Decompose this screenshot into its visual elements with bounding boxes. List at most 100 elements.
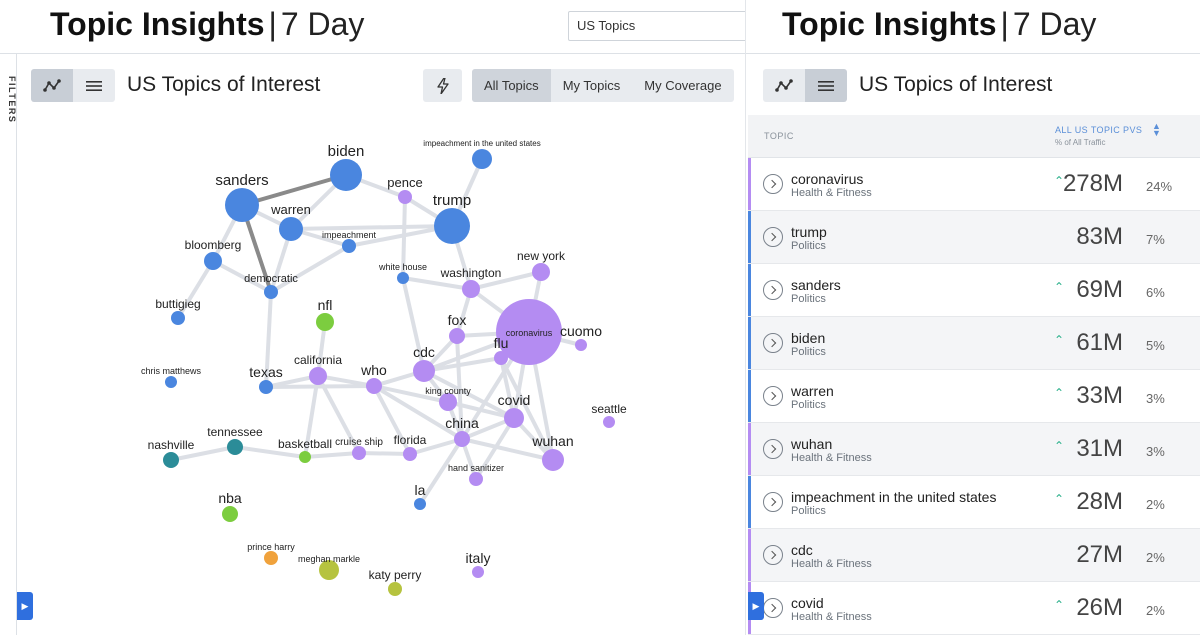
graph-node-label[interactable]: nfl	[318, 297, 333, 313]
tab-my-coverage[interactable]: My Coverage	[644, 78, 722, 93]
topic-name[interactable]: trump	[791, 224, 827, 240]
graph-node-cruise-ship[interactable]	[352, 446, 366, 460]
expand-panel-button[interactable]: ▶	[17, 592, 33, 620]
graph-node-coronavirus[interactable]	[496, 299, 562, 365]
graph-node-label[interactable]: king county	[425, 386, 471, 396]
graph-node-label[interactable]: chris matthews	[141, 366, 202, 376]
graph-node-label[interactable]: la	[415, 482, 426, 498]
graph-node-california[interactable]	[309, 367, 327, 385]
graph-node-label[interactable]: washington	[440, 266, 502, 280]
graph-node-label[interactable]: nashville	[148, 438, 195, 452]
topic-name[interactable]: biden	[791, 330, 826, 346]
graph-node-covid[interactable]	[504, 408, 524, 428]
graph-node-basketball[interactable]	[299, 451, 311, 463]
graph-node-label[interactable]: warren	[270, 202, 311, 217]
expand-row-icon[interactable]	[763, 439, 783, 459]
topic-search-input[interactable]: US Topics	[568, 11, 745, 41]
graph-node-label[interactable]: white house	[378, 262, 427, 272]
graph-node-cdc[interactable]	[413, 360, 435, 382]
expand-row-icon[interactable]	[763, 545, 783, 565]
graph-node-impeachment[interactable]	[342, 239, 356, 253]
topic-name[interactable]: covid	[791, 595, 824, 611]
column-pvs[interactable]: ALL US TOPIC PVS	[1055, 125, 1143, 135]
trending-button[interactable]	[423, 69, 462, 102]
sort-icon[interactable]: ▲ ▼	[1152, 121, 1161, 138]
graph-node-meghan-markle[interactable]	[319, 560, 339, 580]
tab-all-topics[interactable]: All Topics	[472, 69, 551, 102]
graph-node-pence[interactable]	[398, 190, 412, 204]
table-row[interactable]: impeachment in the united states Politics…	[748, 476, 1200, 529]
graph-node-label[interactable]: meghan markle	[298, 554, 360, 564]
graph-node-impeachment-us[interactable]	[472, 149, 492, 169]
graph-node-biden[interactable]	[330, 159, 362, 191]
graph-node-label[interactable]: sanders	[215, 172, 268, 189]
graph-node-label[interactable]: flu	[494, 335, 509, 351]
table-row[interactable]: trump Politics 83M 7%	[748, 211, 1200, 264]
graph-node-label[interactable]: buttigieg	[155, 297, 200, 311]
graph-node-label[interactable]: coronavirus	[506, 328, 553, 338]
graph-node-label[interactable]: trump	[433, 192, 471, 209]
graph-node-prince-harry[interactable]	[264, 551, 278, 565]
filters-rail[interactable]	[0, 54, 17, 635]
graph-node-king-county[interactable]	[439, 393, 457, 411]
graph-node-label[interactable]: prince harry	[247, 542, 295, 552]
expand-row-icon[interactable]	[763, 333, 783, 353]
graph-node-new-york[interactable]	[532, 263, 550, 281]
topic-name[interactable]: impeachment in the united states	[791, 489, 997, 505]
graph-node-label[interactable]: new york	[517, 249, 566, 263]
graph-node-washington[interactable]	[462, 280, 480, 298]
graph-node-label[interactable]: impeachment in the united states	[423, 139, 540, 148]
graph-node-label[interactable]: tennessee	[207, 425, 263, 439]
graph-node-label[interactable]: china	[445, 415, 479, 431]
expand-row-icon[interactable]	[763, 598, 783, 618]
graph-node-label[interactable]: california	[294, 353, 342, 367]
table-row[interactable]: coronavirus Health & Fitness ⌃ 278M 24%	[748, 158, 1200, 211]
expand-row-icon[interactable]	[763, 174, 783, 194]
graph-node-nfl[interactable]	[316, 313, 334, 331]
graph-node-label[interactable]: nba	[218, 490, 242, 506]
graph-node-nashville[interactable]	[163, 452, 179, 468]
graph-node-label[interactable]: cdc	[413, 344, 435, 360]
topic-name[interactable]: coronavirus	[791, 171, 864, 187]
graph-node-la[interactable]	[414, 498, 426, 510]
graph-node-china[interactable]	[454, 431, 470, 447]
graph-node-label[interactable]: katy perry	[369, 568, 422, 582]
expand-row-icon[interactable]	[763, 227, 783, 247]
graph-node-label[interactable]: cruise ship	[335, 437, 383, 448]
graph-node-italy[interactable]	[472, 566, 484, 578]
graph-node-label[interactable]: bloomberg	[185, 238, 242, 252]
graph-node-sanders[interactable]	[225, 188, 259, 222]
tab-my-topics[interactable]: My Topics	[562, 78, 621, 93]
graph-node-label[interactable]: wuhan	[531, 433, 573, 449]
graph-node-democratic[interactable]	[264, 285, 278, 299]
list-view-button[interactable]	[73, 69, 115, 102]
graph-node-label[interactable]: impeachment	[322, 230, 377, 240]
graph-node-label[interactable]: cuomo	[560, 323, 602, 339]
graph-node-label[interactable]: covid	[498, 392, 531, 408]
graph-node-nba[interactable]	[222, 506, 238, 522]
topic-name[interactable]: wuhan	[791, 436, 833, 452]
graph-node-hand-sanitizer[interactable]	[469, 472, 483, 486]
graph-node-fox[interactable]	[449, 328, 465, 344]
topic-name[interactable]: cdc	[791, 542, 813, 558]
graph-node-flu[interactable]	[494, 351, 508, 365]
table-row[interactable]: cdc Health & Fitness 27M 2%	[748, 529, 1200, 582]
graph-node-florida[interactable]	[403, 447, 417, 461]
graph-node-katy-perry[interactable]	[388, 582, 402, 596]
graph-node-warren[interactable]	[279, 217, 303, 241]
graph-node-label[interactable]: basketball	[278, 437, 332, 451]
graph-view-button[interactable]	[763, 69, 805, 102]
graph-node-label[interactable]: pence	[387, 175, 422, 190]
expand-row-icon[interactable]	[763, 492, 783, 512]
expand-row-icon[interactable]	[763, 280, 783, 300]
graph-node-label[interactable]: italy	[466, 550, 491, 566]
filters-label[interactable]: FILTERS	[7, 76, 17, 124]
graph-node-cuomo[interactable]	[575, 339, 587, 351]
graph-node-chris-matthews[interactable]	[165, 376, 177, 388]
graph-node-label[interactable]: fox	[448, 312, 467, 328]
topic-name[interactable]: sanders	[791, 277, 841, 293]
table-row[interactable]: biden Politics ⌃ 61M 5%	[748, 317, 1200, 370]
graph-node-tennessee[interactable]	[227, 439, 243, 455]
expand-row-icon[interactable]	[763, 386, 783, 406]
